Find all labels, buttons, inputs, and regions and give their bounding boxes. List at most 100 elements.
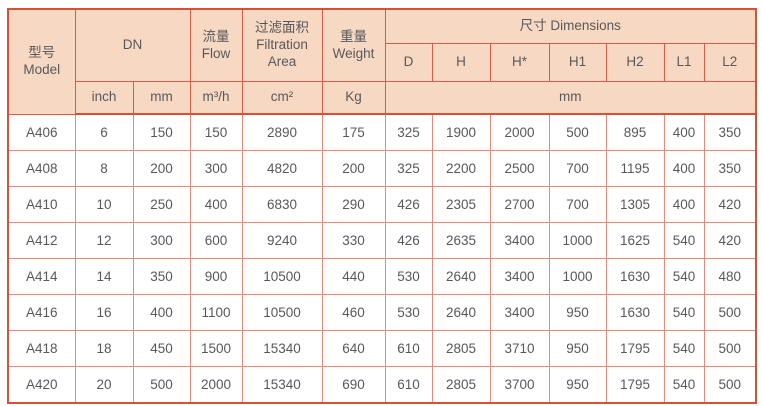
cell-weight: 175 <box>321 113 386 151</box>
cell-dn-inch: 16 <box>74 294 134 331</box>
cell-dn-inch: 20 <box>74 366 134 404</box>
cell-weight: 690 <box>321 366 386 404</box>
unit-area: cm² <box>241 81 323 115</box>
cell-dim-h: 1900 <box>431 113 491 151</box>
table-row: A416 16 400 1100 10500 460 530 2640 3400 950 1630 5… <box>7 294 757 331</box>
cell-dn-inch: 6 <box>74 113 134 151</box>
cell-model: A406 <box>7 113 76 151</box>
cell-model: A410 <box>7 186 76 223</box>
cell-dn-mm: 300 <box>132 222 191 259</box>
cell-model: A408 <box>7 150 76 187</box>
cell-dim-d: 325 <box>384 150 433 187</box>
cell-dim-l2: 500 <box>703 366 757 404</box>
unit-dims: mm <box>384 81 757 115</box>
cell-weight: 200 <box>321 150 386 187</box>
unit-weight: Kg <box>321 81 386 115</box>
cell-model: A418 <box>7 330 76 367</box>
cell-dim-h: 2200 <box>431 150 491 187</box>
cell-filtration-area: 10500 <box>241 258 323 295</box>
cell-dim-h2: 1305 <box>605 186 665 223</box>
cell-dim-l2: 350 <box>703 113 757 151</box>
table-row: A418 18 450 1500 15340 640 610 2805 3710 950 1795 5… <box>7 330 757 367</box>
cell-dim-h: 2635 <box>431 222 491 259</box>
cell-dim-d: 426 <box>384 222 433 259</box>
header-dim-h1: H1 <box>548 43 607 82</box>
cell-dim-h2: 1630 <box>605 258 665 295</box>
header-row-2: D H H* H1 H2 L1 L2 <box>8 43 757 82</box>
cell-dim-l1: 540 <box>663 366 705 404</box>
unit-inch: inch <box>74 81 134 115</box>
cell-flow: 1100 <box>189 294 243 331</box>
cell-model: A416 <box>7 294 76 331</box>
header-row-units: inch mm m³/h cm² Kg mm <box>8 81 757 115</box>
cell-dn-inch: 14 <box>74 258 134 295</box>
cell-dim-h: 2640 <box>431 294 491 331</box>
table-header: 型号 Model DN 流量 Flow 过滤面积 Filtration Area… <box>7 8 757 115</box>
cell-dim-h: 2305 <box>431 186 491 223</box>
cell-weight: 330 <box>321 222 386 259</box>
header-weight: 重量 Weight <box>321 8 386 82</box>
cell-dim-d: 325 <box>384 113 433 151</box>
table-row: A408 8 200 300 4820 200 325 2200 2500 700 1195 400 3… <box>7 150 757 187</box>
header-dim-l1: L1 <box>663 43 705 82</box>
cell-weight: 460 <box>321 294 386 331</box>
cell-dim-l2: 480 <box>703 258 757 295</box>
cell-dn-mm: 350 <box>132 258 191 295</box>
cell-dn-inch: 12 <box>74 222 134 259</box>
cell-dn-mm: 150 <box>132 113 191 151</box>
cell-dim-d: 426 <box>384 186 433 223</box>
cell-dim-d: 530 <box>384 294 433 331</box>
table-row: A410 10 250 400 6830 290 426 2305 2700 700 1305 400… <box>7 186 757 223</box>
cell-dn-inch: 10 <box>74 186 134 223</box>
header-dim-l2: L2 <box>703 43 757 82</box>
cell-dim-l1: 400 <box>663 113 705 151</box>
cell-dim-l1: 540 <box>663 258 705 295</box>
unit-flow: m³/h <box>189 81 243 115</box>
cell-dim-h2: 1195 <box>605 150 665 187</box>
cell-dim-h1: 1000 <box>548 222 607 259</box>
cell-filtration-area: 10500 <box>241 294 323 331</box>
cell-dim-d: 530 <box>384 258 433 295</box>
cell-weight: 290 <box>321 186 386 223</box>
cell-dim-l1: 540 <box>663 330 705 367</box>
cell-dim-h1: 500 <box>548 113 607 151</box>
cell-dn-mm: 500 <box>132 366 191 404</box>
cell-dim-h: 2805 <box>431 366 491 404</box>
cell-dim-h2: 1795 <box>605 330 665 367</box>
header-filtration-area: 过滤面积 Filtration Area <box>241 8 323 82</box>
cell-dim-h1: 1000 <box>548 258 607 295</box>
cell-dim-h2: 1795 <box>605 366 665 404</box>
header-row-1: 型号 Model DN 流量 Flow 过滤面积 Filtration Area… <box>7 8 757 115</box>
cell-dim-h1: 700 <box>548 150 607 187</box>
cell-dim-l2: 420 <box>703 186 757 223</box>
cell-filtration-area: 6830 <box>241 186 323 223</box>
cell-flow: 2000 <box>189 366 243 404</box>
cell-dn-mm: 200 <box>132 150 191 187</box>
table-row: A414 14 350 900 10500 440 530 2640 3400 1000 1630 5… <box>7 258 757 295</box>
cell-filtration-area: 15340 <box>241 366 323 404</box>
cell-flow: 400 <box>189 186 243 223</box>
cell-flow: 150 <box>189 113 243 151</box>
cell-dn-inch: 8 <box>74 150 134 187</box>
cell-dim-h2: 1630 <box>605 294 665 331</box>
cell-dim-h1: 950 <box>548 366 607 404</box>
cell-model: A420 <box>7 366 76 404</box>
header-dimensions: 尺寸 Dimensions <box>384 8 757 44</box>
header-model: 型号 Model <box>7 8 76 115</box>
cell-dim-d: 610 <box>384 330 433 367</box>
table-row: A412 12 300 600 9240 330 426 2635 3400 1000 1625 54… <box>7 222 757 259</box>
cell-filtration-area: 15340 <box>241 330 323 367</box>
cell-filtration-area: 2890 <box>241 113 323 151</box>
cell-dim-l2: 500 <box>703 294 757 331</box>
cell-dn-mm: 450 <box>132 330 191 367</box>
cell-dim-h: 2640 <box>431 258 491 295</box>
header-dim-hstar: H* <box>489 43 550 82</box>
cell-dim-l1: 540 <box>663 294 705 331</box>
cell-dim-hstar: 3710 <box>489 330 550 367</box>
cell-model: A412 <box>7 222 76 259</box>
cell-filtration-area: 4820 <box>241 150 323 187</box>
cell-dim-h2: 895 <box>605 113 665 151</box>
table-row: A406 6 150 150 2890 175 325 1900 2000 500 895 400 35… <box>7 113 757 151</box>
cell-dim-hstar: 3700 <box>489 366 550 404</box>
